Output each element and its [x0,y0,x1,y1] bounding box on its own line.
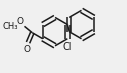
Text: O: O [17,17,24,26]
Text: Cl: Cl [63,42,73,52]
Text: O: O [24,45,31,54]
Text: CH₃: CH₃ [2,22,18,31]
